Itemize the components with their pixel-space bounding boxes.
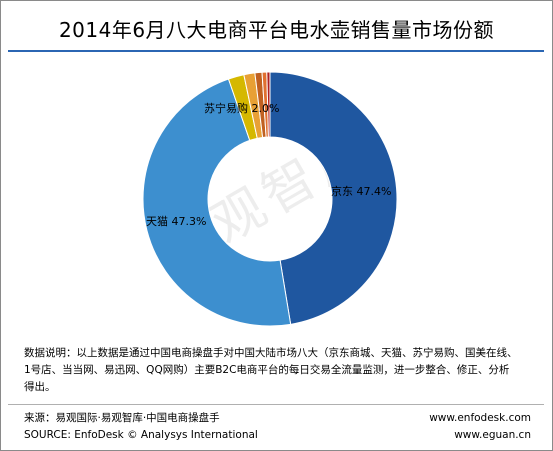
note-line-2: 1号店、当当网、易迅网、QQ网购）主要B2C电商平台的每日交易全流量监测，进一步… [24, 364, 510, 376]
slice-2 [142, 78, 292, 327]
website-enfodesk[interactable]: www.enfodesk.com [429, 412, 531, 424]
slice-label-3: 苏宁易购 2.0% [204, 101, 279, 115]
footer-divider [8, 404, 544, 405]
slice-1 [269, 71, 398, 325]
website-eguan[interactable]: www.eguan.cn [454, 429, 531, 441]
slice-labels: 京东 47.4% 天猫 47.3% 苏宁易购 2.0% [146, 101, 391, 228]
data-note: 数据说明：以上数据是通过中国电商操盘手对中国大陆市场八大（京东商城、天猫、苏宁易… [24, 345, 544, 396]
source-cn: 来源：易观国际·易观智库·中国电商操盘手 [24, 412, 220, 424]
note-line-1: 数据说明：以上数据是通过中国电商操盘手对中国大陆市场八大（京东商城、天猫、苏宁易… [24, 347, 518, 359]
slice-label-1: 京东 47.4% [331, 184, 391, 198]
chart-title: 2014年6月八大电商平台电水壶销售量市场份额 [58, 18, 495, 42]
donut-slices [142, 71, 398, 327]
source-en: SOURCE: EnfoDesk © Analysys Internationa… [24, 429, 258, 441]
note-line-3: 得出。 [24, 381, 56, 393]
website-block: www.enfodesk.com www.eguan.cn [429, 410, 531, 444]
donut-chart: 京东 47.4% 天猫 47.3% 苏宁易购 2.0% [142, 71, 398, 327]
source-block: 来源：易观国际·易观智库·中国电商操盘手 SOURCE: EnfoDesk © … [24, 410, 258, 444]
slice-label-2: 天猫 47.3% [146, 215, 206, 228]
slice-7 [266, 71, 271, 138]
title-divider [8, 50, 544, 52]
